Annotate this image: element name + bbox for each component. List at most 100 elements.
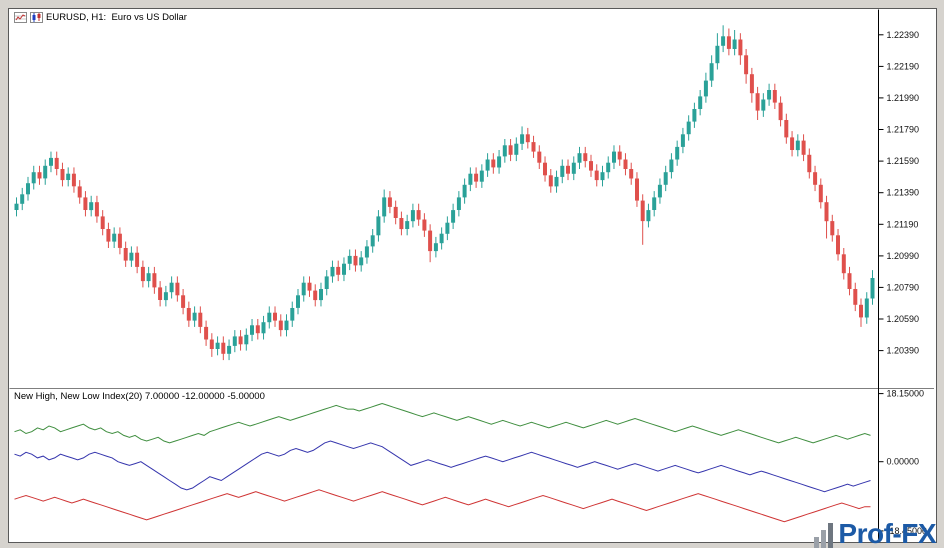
candle (795, 140, 800, 151)
price-tick-label: 1.22390 (887, 30, 920, 40)
candle (152, 273, 157, 288)
candle (548, 175, 553, 187)
candle (612, 151, 616, 163)
candle (376, 216, 381, 236)
candle (726, 36, 731, 49)
candle (37, 172, 42, 179)
candle (813, 172, 818, 185)
indicator-label: New High, New Low Index(20) 7.00000 -12.… (14, 391, 265, 402)
candle (525, 134, 530, 143)
candle (686, 121, 691, 135)
candle (267, 312, 272, 323)
candle (100, 216, 105, 229)
candle (405, 221, 410, 229)
candle (106, 229, 111, 242)
candle (617, 151, 622, 160)
chart-canvas[interactable]: 1.22390 1.22190 1.21990 1.21790 1.21590 1.213… (9, 9, 934, 540)
candle (738, 39, 743, 56)
candle (600, 172, 605, 181)
candle (49, 157, 53, 166)
candle (43, 165, 48, 179)
candle (204, 326, 209, 340)
candle (192, 312, 197, 321)
candle (629, 169, 634, 179)
candle (175, 282, 180, 296)
candle (749, 74, 754, 94)
candle (221, 342, 226, 354)
candle (554, 176, 559, 187)
candle (140, 266, 145, 282)
candle (680, 134, 685, 147)
chart-title-bar: EURUSD, H1: Euro vs US Dollar (14, 12, 187, 23)
candle (589, 161, 593, 171)
candle (158, 287, 163, 300)
candle (807, 154, 812, 173)
candle (715, 45, 720, 64)
candle (71, 173, 76, 187)
candle (744, 55, 749, 75)
candle (755, 93, 760, 111)
candle (244, 334, 249, 345)
candle (485, 159, 490, 171)
candle (330, 266, 335, 277)
candle (841, 254, 846, 274)
candle (382, 197, 387, 217)
candle (451, 210, 456, 223)
candle (836, 235, 840, 255)
watermark-text: Prof-FX (838, 518, 936, 548)
candle (284, 320, 289, 331)
candle (387, 197, 392, 207)
candle (232, 336, 237, 346)
candle (123, 248, 128, 261)
candle (83, 197, 88, 210)
candle (801, 140, 806, 155)
candle (342, 263, 346, 275)
candle (77, 186, 82, 198)
candle (847, 273, 852, 289)
candle (410, 210, 415, 222)
candle (778, 102, 783, 121)
candle (209, 339, 214, 349)
candle (623, 159, 628, 169)
candle (370, 235, 375, 247)
price-tick-label: 1.21790 (887, 125, 920, 135)
indicator-tick-label: 0.00000 (887, 457, 920, 467)
candle (870, 278, 875, 299)
candle (66, 173, 71, 180)
candle (531, 142, 536, 152)
chart-symbol-title: EURUSD, H1: Euro vs US Dollar (46, 12, 187, 23)
candle (537, 151, 542, 163)
candle (422, 219, 427, 231)
candle (640, 200, 645, 222)
price-tick-label: 1.21390 (887, 188, 920, 198)
prof-fx-watermark: Prof-FX (813, 520, 936, 548)
panel-separator[interactable] (9, 387, 936, 390)
candle (703, 80, 708, 97)
candle (255, 325, 260, 334)
candle (215, 342, 220, 349)
candle (514, 143, 519, 155)
candle (646, 210, 651, 222)
candle (439, 233, 444, 244)
price-tick-label: 1.22190 (887, 61, 920, 71)
candle (566, 165, 570, 174)
candle (543, 162, 547, 176)
price-axis[interactable] (880, 9, 936, 542)
candle (428, 230, 433, 252)
candlestick-icon[interactable] (30, 12, 43, 23)
candle (594, 170, 599, 181)
candle (560, 165, 565, 177)
price-tick-label: 1.21190 (887, 219, 919, 229)
candle (479, 170, 484, 182)
candle (577, 153, 582, 163)
candle (54, 157, 59, 169)
line-chart-icon[interactable] (14, 12, 27, 23)
candle (502, 145, 507, 157)
candle (117, 233, 122, 248)
candle (146, 273, 151, 282)
candle (416, 210, 421, 220)
candle (227, 345, 232, 354)
candle (818, 184, 823, 203)
candle (652, 197, 657, 210)
candle (635, 178, 639, 201)
